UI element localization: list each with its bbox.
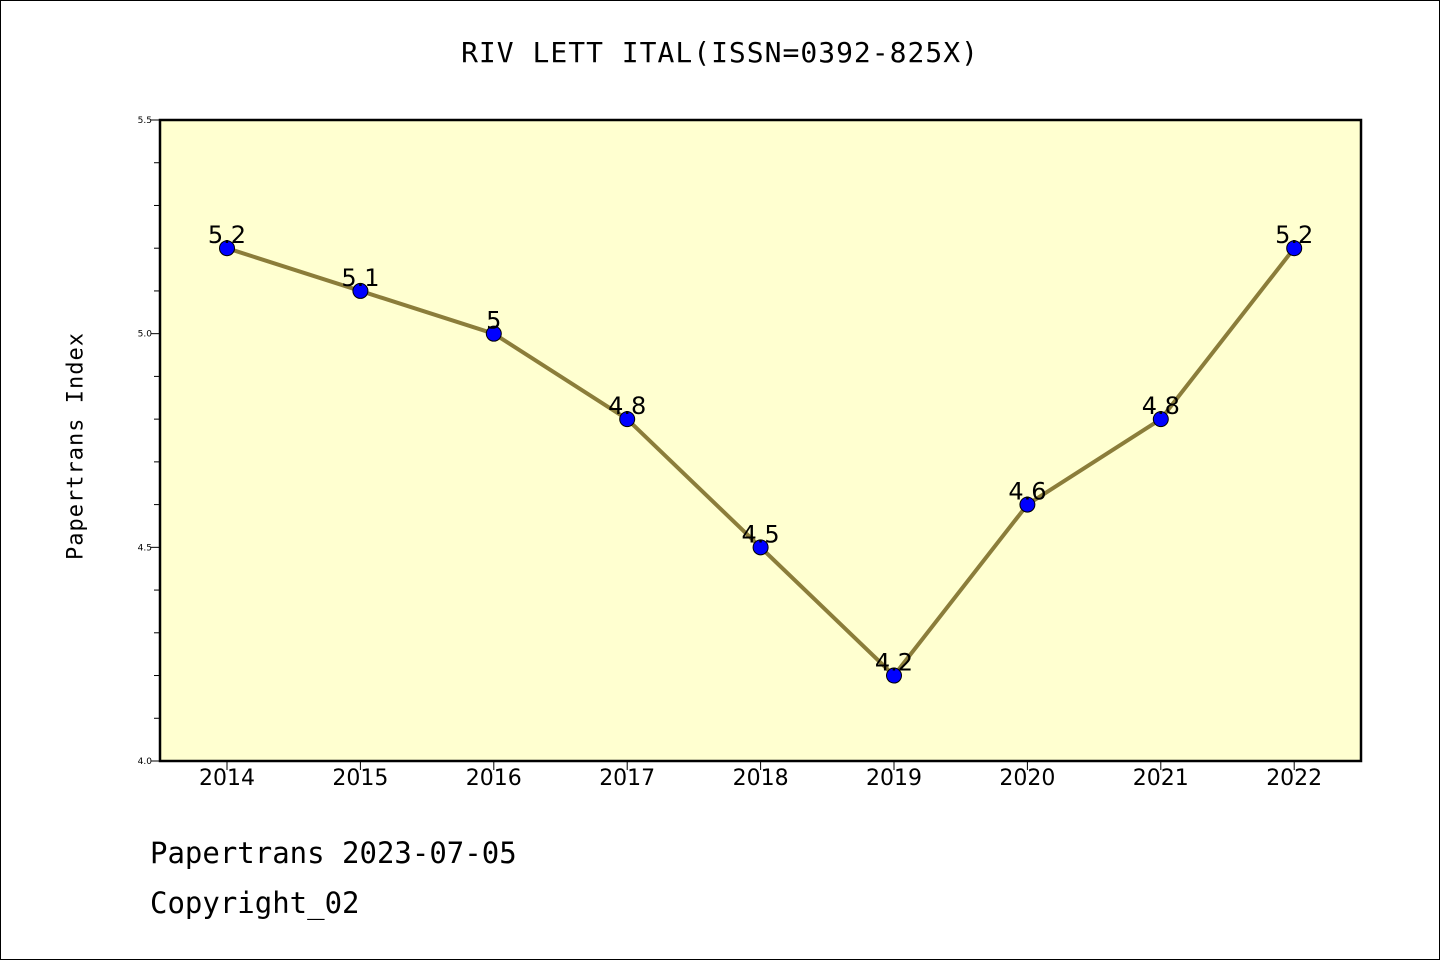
data-point <box>219 240 235 257</box>
chart-title: RIV LETT ITAL(ISSN=0392-825X) <box>461 36 979 69</box>
y-tick-label: 5.5 <box>138 116 152 126</box>
data-point <box>352 282 369 299</box>
x-tick-label: 2021 <box>1133 766 1189 791</box>
data-points <box>219 240 1303 684</box>
x-tick-label: 2020 <box>999 766 1055 791</box>
data-label: 4.2 <box>875 649 913 677</box>
x-tick-label: 2017 <box>599 766 655 791</box>
plot-area <box>160 120 1361 761</box>
data-point <box>1286 240 1303 257</box>
data-label: 4.8 <box>608 392 646 420</box>
data-point <box>752 539 769 556</box>
data-point <box>485 325 502 342</box>
data-label: 4.8 <box>1142 392 1180 420</box>
x-tick-label: 2016 <box>466 766 522 791</box>
x-tick-label: 2019 <box>866 766 922 791</box>
data-point <box>886 667 902 684</box>
data-label: 4.6 <box>1008 478 1046 506</box>
x-axis: 2014 2015 2016 2017 2018 2019 2020 2021 2022 <box>199 761 1322 791</box>
plot-border <box>158 118 1363 763</box>
data-point <box>619 411 636 428</box>
y-axis: 4.0 4.5 5.0 5.5 <box>138 116 160 767</box>
x-tick-label: 2014 <box>199 766 255 791</box>
y-tick-label: 5.0 <box>138 330 153 340</box>
data-label: 5 <box>486 307 501 335</box>
data-point <box>1152 411 1169 428</box>
data-label: 5.2 <box>1275 221 1313 249</box>
footer-copyright: Copyright_02 <box>150 886 360 920</box>
x-tick-label: 2022 <box>1266 766 1322 791</box>
data-label: 4.5 <box>742 520 780 548</box>
data-point <box>1019 496 1036 513</box>
x-tick-label: 2018 <box>733 766 789 791</box>
y-tick-label: 4.0 <box>138 757 153 767</box>
data-label: 5.1 <box>341 264 379 292</box>
data-labels: 5.2 5.1 5 4.8 4.5 4.2 4.6 4.8 5.2 <box>208 221 1313 676</box>
data-label: 5.2 <box>208 221 246 249</box>
footer-date: Papertrans 2023-07-05 <box>150 836 517 870</box>
y-tick-label: 4.5 <box>138 543 152 553</box>
x-tick-label: 2015 <box>332 766 388 791</box>
